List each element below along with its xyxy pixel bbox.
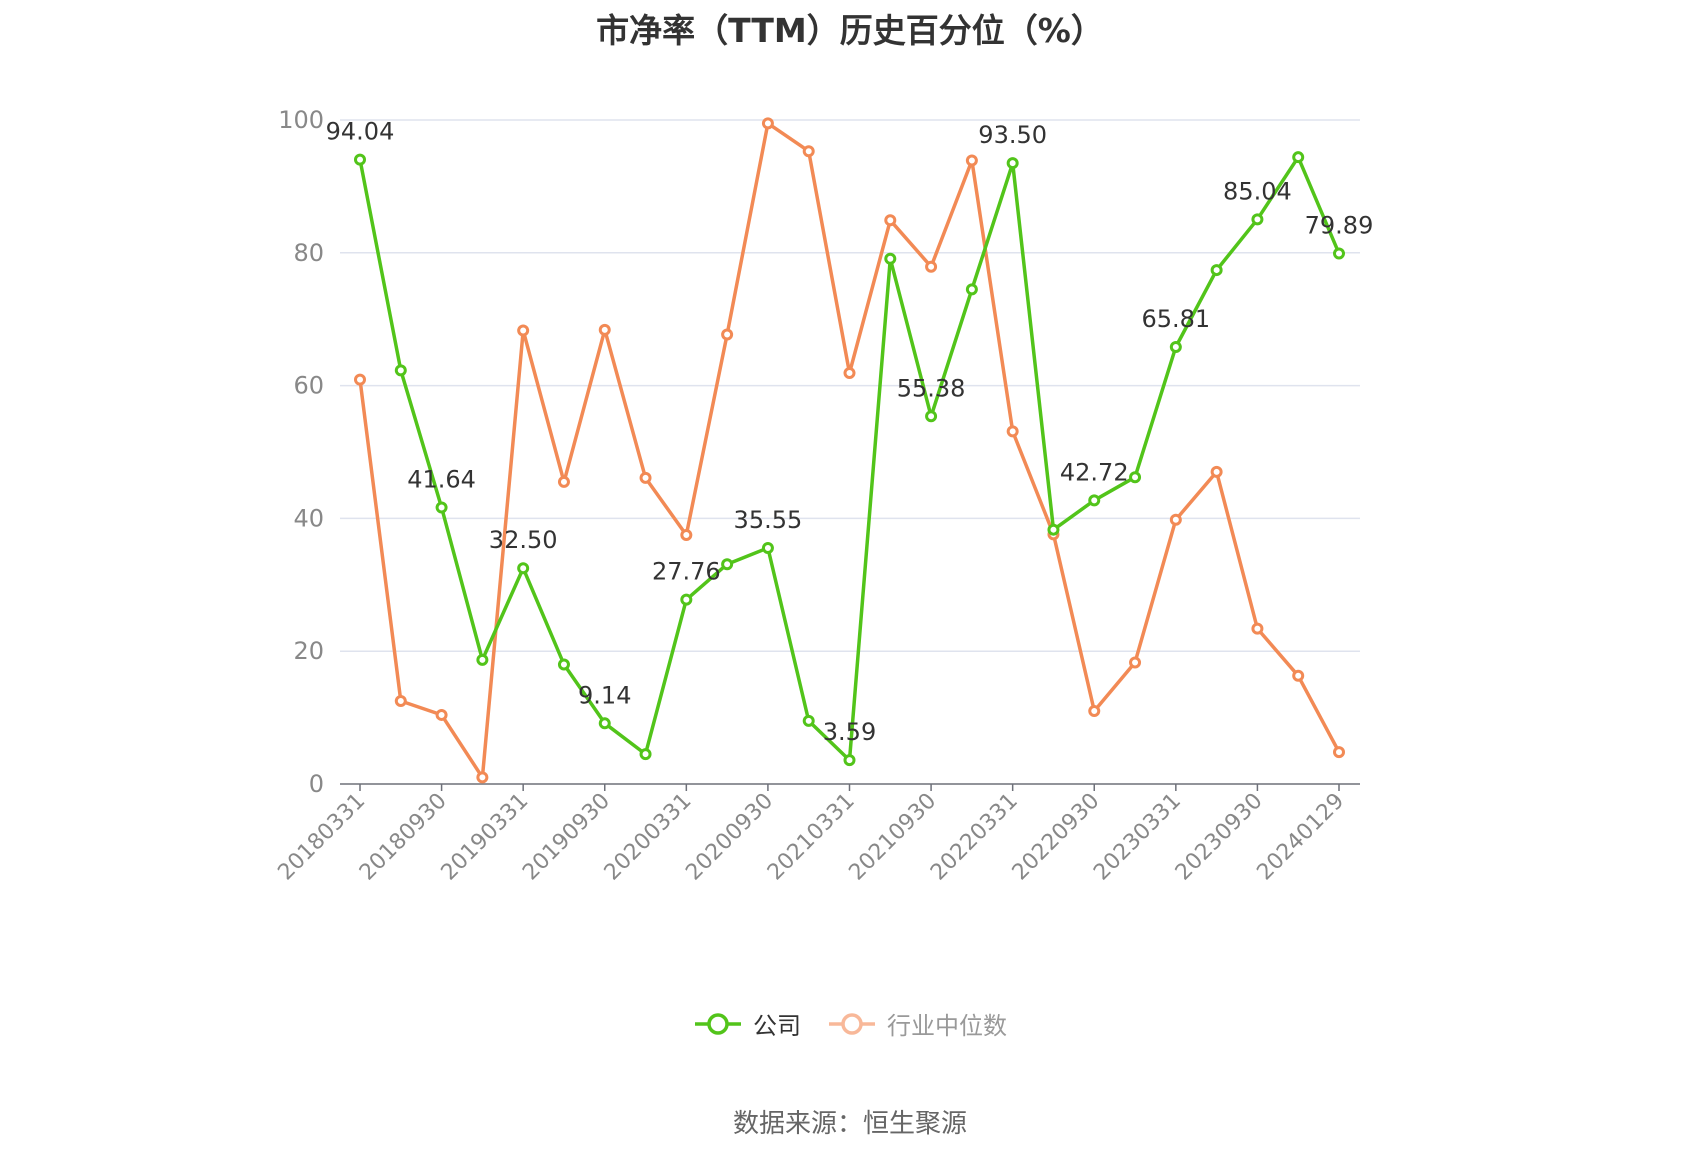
point-industry-20180930 xyxy=(435,708,448,721)
point-industry-20230331 xyxy=(1169,513,1182,526)
legend-label-company: 公司 xyxy=(753,1012,801,1040)
y-tick-label-20: 20 xyxy=(293,637,324,665)
line-chart: 0 20 40 60 80 100 2018033120180930201903312019… xyxy=(273,106,1374,886)
point-industry-20210630 xyxy=(884,214,897,227)
x-tick-label-20220331: 20220331 xyxy=(926,789,1023,886)
source-note: 数据来源：恒生聚源 xyxy=(732,1109,967,1139)
x-tick-label-20180331: 20180331 xyxy=(273,789,370,886)
legend-company-swatch-icon xyxy=(695,1012,741,1035)
point-industry-20231231 xyxy=(1292,669,1305,682)
point-company-20220331 xyxy=(1006,157,1019,170)
data-label-company-20190331: 32.50 xyxy=(489,526,558,554)
point-industry-20220331 xyxy=(1006,425,1019,438)
point-company-20180331 xyxy=(354,153,366,166)
x-tick-label-20230930: 20230930 xyxy=(1171,789,1268,886)
point-company-20200630 xyxy=(721,558,734,571)
x-tick-label-20220930: 20220930 xyxy=(1008,789,1105,886)
point-industry-20201231 xyxy=(802,145,815,158)
x-tick-label-20200331: 20200331 xyxy=(600,789,697,886)
series-lines xyxy=(354,117,1345,784)
x-tick-label-20190930: 20190930 xyxy=(518,789,615,886)
point-industry-20221231 xyxy=(1129,656,1142,669)
data-label-company-20210930: 55.38 xyxy=(897,374,966,402)
point-company-20191231 xyxy=(639,748,652,761)
point-industry-20211231 xyxy=(965,154,978,167)
point-industry-20191231 xyxy=(639,471,652,484)
data-label-company-20190930: 9.14 xyxy=(578,681,631,709)
series-line-company xyxy=(358,155,1341,762)
point-company-20230331 xyxy=(1169,341,1182,354)
point-company-20180630 xyxy=(394,364,407,377)
point-company-20231231 xyxy=(1292,151,1305,164)
point-industry-20230630 xyxy=(1210,465,1223,478)
data-label-company-20210331: 3.59 xyxy=(823,718,876,746)
y-tick-label-80: 80 xyxy=(293,239,324,267)
x-tick-label-20190331: 20190331 xyxy=(437,789,534,886)
y-tick-label-60: 60 xyxy=(293,372,324,400)
point-company-20200930 xyxy=(761,541,774,554)
point-company-20220630 xyxy=(1047,523,1060,536)
point-industry-20181231 xyxy=(476,771,489,784)
legend-industry-swatch-icon xyxy=(829,1012,875,1035)
point-company-20210630 xyxy=(884,252,897,265)
point-company-20180930 xyxy=(435,501,448,514)
point-industry-20240129 xyxy=(1333,746,1345,759)
point-company-20201231 xyxy=(802,714,815,727)
point-company-20210331 xyxy=(843,754,856,767)
y-tick-label-100: 100 xyxy=(278,106,324,134)
point-industry-20220930 xyxy=(1088,704,1101,717)
point-industry-20190630 xyxy=(557,475,570,488)
point-industry-20230930 xyxy=(1251,622,1264,635)
y-tick-label-0: 0 xyxy=(309,770,324,798)
point-company-20220930 xyxy=(1088,494,1101,507)
x-tick-label-20230331: 20230331 xyxy=(1089,789,1186,886)
legend: 公司 行业中位数 xyxy=(0,1006,1700,1041)
point-company-20211231 xyxy=(965,283,978,296)
x-tick-label-20240129: 20240129 xyxy=(1252,789,1349,886)
data-label-company-20230331: 65.81 xyxy=(1141,305,1210,333)
point-industry-20190331 xyxy=(517,324,530,337)
point-company-20221231 xyxy=(1129,471,1142,484)
point-industry-20200331 xyxy=(680,529,693,541)
point-industry-20180331 xyxy=(354,373,366,386)
point-industry-20200630 xyxy=(721,328,734,341)
data-label-company-20180930: 41.64 xyxy=(407,466,476,494)
point-company-20230930 xyxy=(1251,213,1264,226)
data-label-company-20230930: 85.04 xyxy=(1223,177,1292,205)
point-company-20190930 xyxy=(598,717,611,730)
grid-lines xyxy=(340,119,1360,652)
data-label-company-20220331: 93.50 xyxy=(978,121,1047,149)
point-company-20210930 xyxy=(925,410,938,423)
point-company-20200331 xyxy=(680,593,693,606)
point-industry-20180630 xyxy=(394,695,407,707)
legend-label-industry: 行业中位数 xyxy=(887,1012,1007,1040)
point-industry-20210331 xyxy=(843,366,856,379)
x-tick-label-20200930: 20200930 xyxy=(681,789,778,886)
data-label-company-20220930: 42.72 xyxy=(1060,458,1129,486)
point-industry-20200930 xyxy=(761,117,774,130)
data-labels: 94.04 41.64 32.50 9.14 27.76 35.55 3.59 55.38 93… xyxy=(326,118,1374,747)
data-label-company-20240129: 79.89 xyxy=(1305,212,1374,240)
series-line-industry xyxy=(358,121,1341,780)
point-company-20190331 xyxy=(517,562,530,575)
point-company-20240129 xyxy=(1333,247,1345,260)
legend-item-industry[interactable]: 行业中位数 xyxy=(827,1006,1007,1041)
point-company-20181231 xyxy=(476,653,489,666)
chart-title: 市净率（TTM）历史百分位（%） xyxy=(596,11,1104,50)
x-tick-label-20180930: 20180930 xyxy=(355,789,452,886)
data-label-company-20200331: 27.76 xyxy=(652,558,721,586)
data-label-company-20200930: 35.55 xyxy=(734,506,803,534)
x-tick-label-20210930: 20210930 xyxy=(844,789,941,886)
point-company-20190630 xyxy=(557,658,570,671)
data-label-company-20180331: 94.04 xyxy=(326,118,395,146)
point-company-20230630 xyxy=(1210,264,1223,277)
x-tick-label-20210331: 20210331 xyxy=(763,789,860,886)
y-tick-label-40: 40 xyxy=(293,504,324,532)
legend-item-company[interactable]: 公司 xyxy=(693,1006,801,1041)
point-industry-20210930 xyxy=(925,260,938,273)
point-industry-20190930 xyxy=(598,323,611,336)
